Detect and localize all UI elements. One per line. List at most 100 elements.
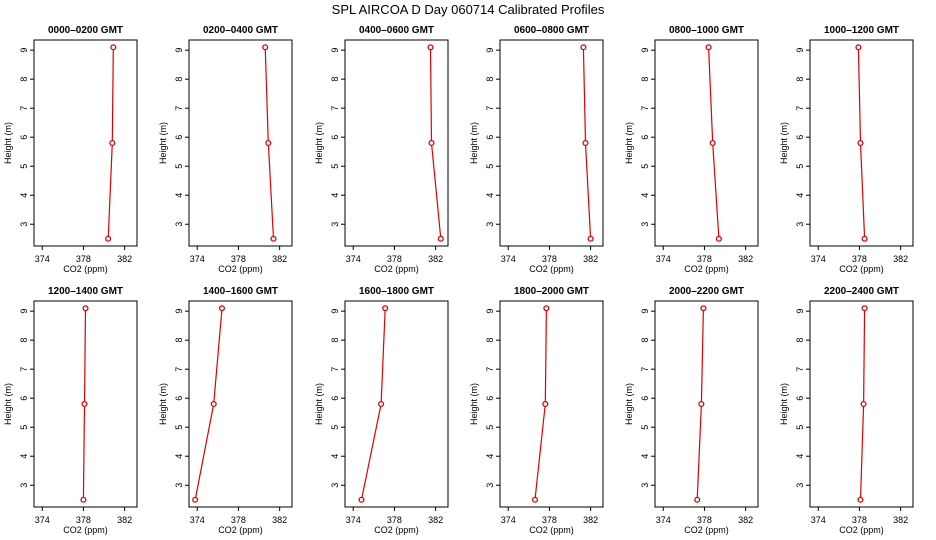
y-tick-label: 9	[330, 48, 340, 53]
y-tick-label: 5	[330, 425, 340, 430]
y-tick-label: 3	[640, 222, 650, 227]
x-tick-label: 382	[117, 515, 132, 525]
x-tick-label: 374	[346, 515, 361, 525]
x-tick-label: 382	[272, 254, 287, 264]
y-tick-label: 3	[640, 483, 650, 488]
y-tick-label: 6	[640, 396, 650, 401]
x-tick-label: 374	[35, 254, 50, 264]
x-tick-label: 382	[272, 515, 287, 525]
x-tick-label: 382	[893, 515, 908, 525]
data-point	[218, 305, 226, 312]
y-tick-label: 4	[19, 454, 29, 459]
panel: 0400–0600 GMT 374 378 382 3 4 5 6 7 8 9 CO2 (ppm) He…	[314, 25, 449, 274]
data-point	[698, 400, 705, 408]
y-tick-label: 6	[330, 135, 340, 140]
data-point	[427, 44, 434, 51]
y-tick-label: 4	[485, 193, 495, 198]
panel-title: 2200–2400 GMT	[824, 286, 899, 297]
y-tick-label: 5	[485, 164, 495, 169]
y-tick-label: 4	[174, 193, 184, 198]
x-tick-label: 378	[852, 515, 867, 525]
plot-frame	[344, 300, 449, 508]
x-tick-label: 382	[428, 515, 443, 525]
y-tick-label: 7	[19, 106, 29, 111]
data-point	[715, 235, 722, 242]
x-axis-label: CO2 (ppm)	[839, 525, 884, 535]
plot-frame	[499, 300, 604, 508]
x-tick-label: 374	[190, 515, 205, 525]
x-tick-label: 374	[811, 254, 826, 264]
plot-frame	[188, 300, 293, 508]
x-tick-label: 378	[387, 515, 402, 525]
y-tick-label: 6	[19, 396, 29, 401]
panel-title: 1200–1400 GMT	[48, 286, 123, 297]
y-tick-label: 6	[174, 135, 184, 140]
y-tick-label: 7	[330, 106, 340, 111]
plot-frame	[344, 39, 449, 247]
y-tick-label: 7	[174, 106, 184, 111]
x-tick-label: 378	[231, 515, 246, 525]
plot-frame	[654, 300, 759, 508]
y-tick-label: 4	[330, 454, 340, 459]
x-tick-label: 378	[697, 254, 712, 264]
data-point	[105, 235, 112, 242]
data-point	[857, 496, 864, 503]
y-tick-label: 3	[19, 483, 29, 488]
x-tick-label: 374	[35, 515, 50, 525]
y-tick-label: 6	[330, 396, 340, 401]
plot-frame	[499, 39, 604, 247]
y-axis-label: Height (m)	[779, 122, 789, 164]
panel: 1000–1200 GMT 374 378 382 3 4 5 6 7 8 9 CO2 (ppm) He…	[779, 25, 914, 274]
y-tick-label: 9	[640, 309, 650, 314]
y-axis-label: Height (m)	[158, 122, 168, 164]
y-axis-label: Height (m)	[3, 383, 13, 425]
x-axis-label: CO2 (ppm)	[529, 525, 574, 535]
y-tick-label: 4	[640, 454, 650, 459]
x-tick-label: 378	[387, 254, 402, 264]
y-tick-label: 5	[19, 425, 29, 430]
data-point	[694, 496, 701, 503]
plot-frame	[33, 39, 138, 247]
y-tick-label: 9	[795, 309, 805, 314]
data-point	[82, 305, 89, 312]
panel-title: 2000–2200 GMT	[669, 286, 744, 297]
y-tick-label: 6	[19, 135, 29, 140]
y-tick-label: 8	[19, 77, 29, 82]
y-tick-label: 6	[795, 135, 805, 140]
panel: 0000–0200 GMT 374 378 382 3 4 5 6 7 8 9 CO2 (ppm) He…	[3, 25, 138, 274]
panel: 1200–1400 GMT 374 378 382 3 4 5 6 7 8 9 CO2 (ppm) He…	[3, 286, 138, 535]
data-point	[262, 44, 269, 51]
panel-title: 0600–0800 GMT	[514, 25, 589, 36]
data-point	[109, 139, 116, 147]
x-axis-label: CO2 (ppm)	[63, 525, 108, 535]
y-tick-label: 9	[330, 309, 340, 314]
y-tick-label: 7	[640, 106, 650, 111]
panel-title: 1600–1800 GMT	[359, 286, 434, 297]
y-tick-label: 5	[795, 164, 805, 169]
y-tick-label: 3	[174, 483, 184, 488]
y-tick-label: 6	[795, 396, 805, 401]
data-point	[542, 400, 549, 408]
x-axis-label: CO2 (ppm)	[374, 525, 419, 535]
x-axis-label: CO2 (ppm)	[839, 264, 884, 274]
data-point	[582, 139, 589, 147]
panel: 2200–2400 GMT 374 378 382 3 4 5 6 7 8 9 CO2 (ppm) He…	[779, 286, 914, 535]
y-tick-label: 7	[485, 367, 495, 372]
series-line	[194, 308, 223, 500]
y-tick-label: 8	[174, 338, 184, 343]
x-axis-label: CO2 (ppm)	[63, 264, 108, 274]
y-tick-label: 8	[640, 77, 650, 82]
data-point	[860, 400, 867, 408]
data-point	[358, 496, 365, 503]
x-tick-label: 382	[893, 254, 908, 264]
data-point	[80, 496, 87, 503]
y-axis-label: Height (m)	[624, 122, 634, 164]
x-tick-label: 374	[346, 254, 361, 264]
y-tick-label: 9	[174, 309, 184, 314]
panel: 1600–1800 GMT 374 378 382 3 4 5 6 7 8 9 CO2 (ppm) He…	[314, 286, 449, 535]
data-point	[270, 235, 277, 242]
y-tick-label: 4	[485, 454, 495, 459]
y-tick-label: 3	[330, 222, 340, 227]
data-point	[210, 400, 217, 408]
